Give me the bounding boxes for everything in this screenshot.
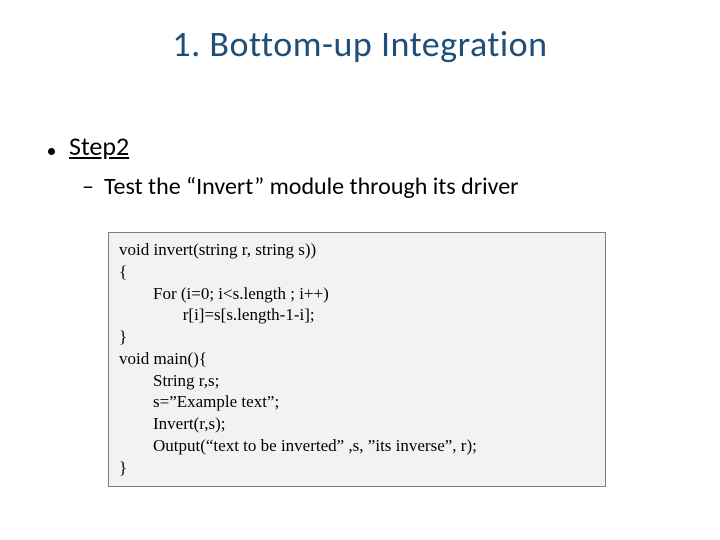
bullet-level2: – Test the “Invert” module through its d… [82,172,672,201]
bullet-level1: Step2 [48,130,672,162]
slide: 1. Bottom-up Integration Step2 – Test th… [0,0,720,540]
code-box: void invert(string r, string s)) { For (… [108,232,606,487]
bullet-level1-text: Step2 [69,130,129,162]
bullet-list: Step2 – Test the “Invert” module through… [48,130,672,215]
slide-title: 1. Bottom-up Integration [0,22,720,66]
bullet-dash-icon: – [82,172,94,201]
bullet-level2-text: Test the “Invert” module through its dri… [104,172,519,201]
bullet-dot-icon [48,148,55,155]
